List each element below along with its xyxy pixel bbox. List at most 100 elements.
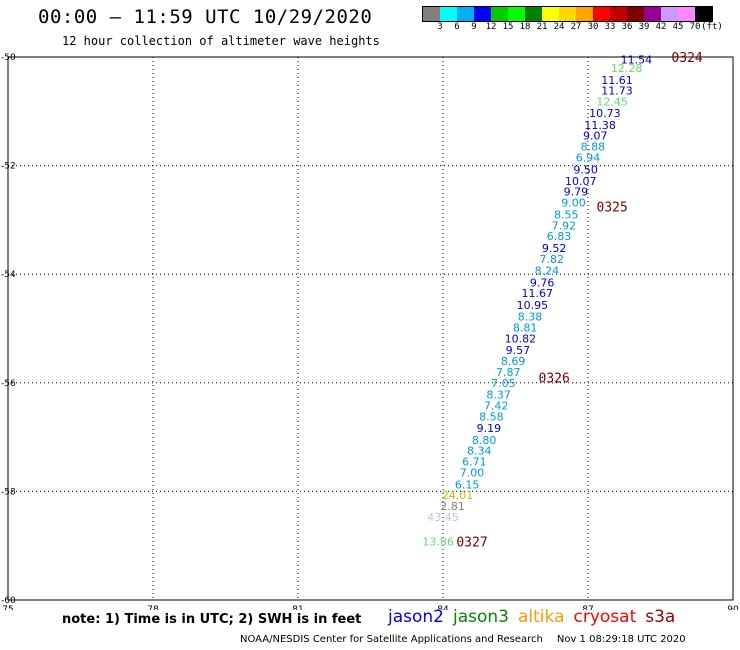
colorbar-label: 9 — [471, 22, 477, 32]
plot-frame — [7, 56, 734, 601]
wave-height-label: 6.83 — [547, 230, 572, 243]
wave-height-label: 24.01 — [442, 489, 474, 502]
wave-height-label: 9.19 — [477, 422, 502, 435]
y-tick-label: -52 — [1, 162, 16, 172]
wave-height-label: 9.79 — [564, 186, 589, 199]
wave-height-label: 10.07 — [565, 175, 597, 188]
mission-legend-item: cryosat — [573, 607, 637, 627]
wave-height-label: 11.67 — [522, 287, 554, 300]
wave-height-label: 9.07 — [583, 130, 608, 143]
colorbar-label: 39 — [638, 22, 650, 32]
wave-height-label: 7.87 — [496, 366, 521, 379]
x-tick-label: 78 — [147, 605, 159, 610]
colorbar-label: 12 — [485, 22, 497, 32]
wave-height-label: 10.82 — [505, 332, 537, 345]
wave-height-label: 7.00 — [460, 466, 485, 479]
y-tick-label: -60 — [1, 596, 16, 606]
wave-height-label: 11.38 — [584, 119, 616, 132]
wave-height-label: 13.86 — [422, 535, 454, 548]
colorbar-swatch — [610, 7, 627, 21]
colorbar-swatch — [491, 7, 508, 21]
wave-height-label: 11.73 — [601, 85, 633, 98]
colorbar-swatch — [440, 7, 457, 21]
wave-height-label: 2.81 — [440, 500, 465, 513]
colorbar-labels: 3 6 9 12 15 18 21 24 27 30 33 36 39 42 45 70 (ft) — [422, 22, 740, 34]
colorbar-label: 27 — [570, 22, 582, 32]
colorbar-label: 30 — [587, 22, 599, 32]
time-label: 0325 — [597, 200, 628, 215]
y-tick-label: -54 — [1, 270, 16, 280]
wave-height-label: 7.42 — [484, 400, 509, 413]
wave-height-label: 11.54 — [621, 54, 653, 67]
mission-legend-item: altika — [518, 607, 565, 627]
wave-height-label: 9.52 — [542, 242, 567, 255]
colorbar-label: 36 — [621, 22, 633, 32]
wave-height-label: 8.81 — [513, 321, 538, 334]
wave-height-label: 10.95 — [517, 299, 549, 312]
colorbar-swatch — [678, 7, 695, 21]
colorbar-swatch — [627, 7, 644, 21]
x-tick-label: 90 — [727, 605, 739, 610]
y-tick-label: -50 — [1, 53, 16, 63]
wave-height-label: 8.38 — [518, 311, 543, 324]
wave-height-label: 9.50 — [573, 163, 598, 176]
wave-height-label: 7.05 — [491, 377, 516, 390]
wave-height-label: 9.00 — [561, 197, 586, 210]
colorbar-swatch — [576, 7, 593, 21]
x-tick-label: 84 — [437, 605, 449, 610]
footer-credit: NOAA/NESDIS Center for Satellite Applica… — [240, 634, 543, 645]
colorbar-label: 70 — [689, 22, 701, 32]
colorbar-label: 42 — [655, 22, 667, 32]
time-label: 0324 — [671, 51, 702, 66]
footer: NOAA/NESDIS Center for Satellite Applica… — [240, 634, 686, 645]
wave-height-label: 9.76 — [530, 276, 555, 289]
wave-height-label: 8.34 — [467, 445, 492, 458]
wave-height-colorbar — [422, 6, 713, 22]
wave-height-label: 8.58 — [479, 410, 504, 423]
y-tick-label: -58 — [1, 487, 16, 497]
mission-legend-item: jason3 — [453, 607, 509, 627]
colorbar-swatch — [525, 7, 542, 21]
colorbar-label: 33 — [604, 22, 616, 32]
colorbar-swatch — [542, 7, 559, 21]
colorbar-label: (ft) — [701, 22, 723, 32]
y-tick-label: -56 — [1, 379, 16, 389]
wave-height-label: 8.24 — [535, 264, 560, 277]
x-tick-label: 87 — [582, 605, 593, 610]
wave-height-label: 12.45 — [596, 96, 628, 109]
wave-height-label: 6.71 — [462, 456, 487, 469]
colorbar-swatch — [457, 7, 474, 21]
colorbar-label: 15 — [502, 22, 514, 32]
time-label: 0326 — [539, 371, 570, 386]
colorbar-swatch — [661, 7, 678, 21]
time-label: 0327 — [456, 535, 487, 550]
wave-height-label: 8.37 — [486, 389, 511, 402]
wave-height-label: 7.82 — [540, 253, 565, 266]
wave-height-label: 8.88 — [581, 141, 606, 154]
wave-height-label: 8.55 — [554, 208, 579, 221]
x-tick-label: 81 — [292, 605, 303, 610]
wave-height-label: 6.15 — [455, 478, 480, 491]
colorbar-swatch — [644, 7, 661, 21]
wave-height-label: 7.92 — [552, 219, 577, 232]
mission-legend: jason2 jason3 altika cryosat s3a — [388, 607, 684, 627]
wave-height-label: 8.80 — [472, 434, 497, 447]
altimeter-plot: 75 78 81 84 87 90 -50 -52 -54 -56 -58 -60 11.5412.28… — [1, 51, 739, 610]
colorbar-swatch — [508, 7, 525, 21]
colorbar-swatch — [559, 7, 576, 21]
colorbar-label: 6 — [454, 22, 460, 32]
footer-timestamp: Nov 1 08:29:18 UTC 2020 — [556, 634, 686, 645]
mission-legend-item: s3a — [645, 607, 676, 627]
chart-title: 00:00 – 11:59 UTC 10/29/2020 — [38, 6, 373, 28]
note-text: note: 1) Time is in UTC; 2) SWH is in fe… — [62, 612, 362, 627]
mission-legend-item: jason2 — [388, 607, 444, 627]
wave-height-label: 12.28 — [611, 62, 643, 75]
wave-height-label: 11.61 — [601, 74, 633, 87]
wave-height-label: 10.73 — [589, 107, 621, 120]
colorbar-label: 3 — [437, 22, 443, 32]
chart-subtitle: 12 hour collection of altimeter wave hei… — [62, 34, 380, 48]
wave-height-label: 8.69 — [501, 355, 526, 368]
colorbar-label: 24 — [553, 22, 565, 32]
wave-height-label: 43.45 — [427, 511, 459, 524]
colorbar-label: 21 — [536, 22, 548, 32]
